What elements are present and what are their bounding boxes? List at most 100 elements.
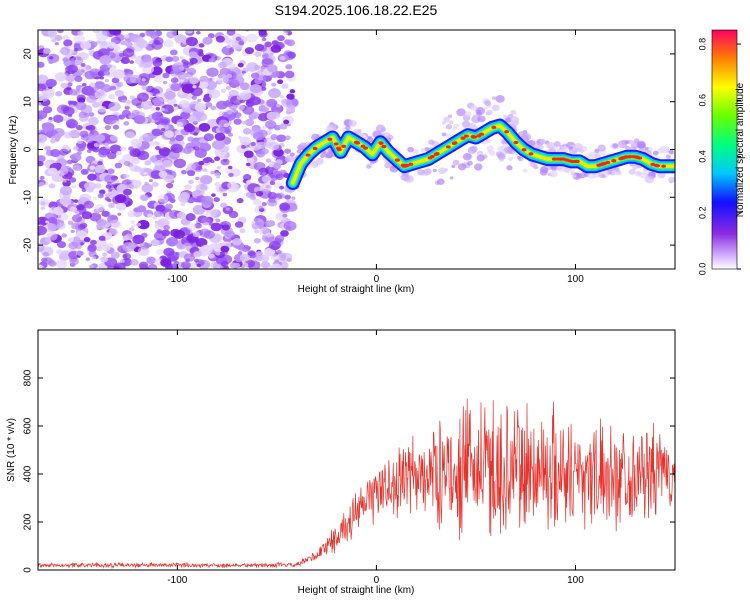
x-tick-label: 0: [374, 575, 380, 586]
noise-speckle: [148, 179, 153, 183]
noise-speckle: [72, 164, 82, 171]
ridge-peak: [513, 140, 519, 145]
noise-speckle: [41, 122, 55, 132]
noise-speckle: [102, 245, 111, 252]
noise-speckle: [267, 64, 278, 73]
noise-speckle: [198, 52, 204, 57]
halo-speckle: [464, 111, 472, 117]
noise-speckle: [38, 160, 44, 167]
halo-speckle: [504, 146, 513, 154]
noise-speckle: [255, 251, 263, 257]
noise-speckle: [289, 152, 295, 157]
noise-speckle: [62, 106, 75, 116]
y-tick-label: 600: [23, 417, 34, 434]
halo-speckle: [491, 96, 496, 100]
y-tick-label: 400: [23, 465, 34, 482]
noise-speckle: [163, 224, 170, 231]
noise-speckle: [38, 183, 41, 187]
halo-speckle: [516, 156, 522, 160]
noise-speckle: [253, 237, 261, 244]
halo-speckle: [424, 147, 429, 151]
ridge-peak: [601, 162, 606, 166]
noise-speckle: [203, 133, 214, 142]
noise-speckle: [150, 106, 158, 112]
noise-speckle: [250, 193, 255, 197]
halo-speckle: [492, 104, 500, 112]
heatmap-y-ticks: -20 -10 0 10 20: [23, 48, 675, 252]
halo-speckle: [296, 149, 302, 154]
noise-speckle: [242, 128, 252, 135]
noise-speckle: [38, 225, 47, 236]
noise-speckle: [100, 256, 108, 263]
noise-speckle: [76, 250, 84, 256]
noise-speckle: [88, 112, 95, 117]
noise-speckle: [131, 109, 140, 117]
noise-speckle: [73, 34, 85, 44]
noise-speckle: [131, 157, 140, 165]
noise-speckle: [149, 156, 158, 163]
noise-speckle: [266, 111, 278, 121]
noise-speckle: [123, 34, 130, 39]
noise-speckle: [267, 220, 276, 227]
noise-speckle: [38, 83, 47, 92]
noise-speckle: [179, 56, 184, 60]
halo-speckle: [476, 111, 482, 117]
x-tick-label: 100: [567, 575, 584, 586]
noise-speckle: [192, 205, 206, 215]
noise-speckle: [194, 148, 207, 158]
noise-speckle: [108, 202, 115, 209]
noise-speckle: [268, 141, 280, 151]
noise-speckle: [173, 158, 187, 169]
noise-speckle: [158, 147, 171, 157]
noise-speckle: [65, 119, 78, 129]
noise-speckle: [104, 174, 117, 184]
noise-speckle: [227, 165, 233, 170]
halo-speckle: [556, 164, 565, 173]
noise-speckle: [42, 106, 53, 114]
noise-speckle: [149, 31, 159, 39]
noise-speckle: [60, 196, 72, 205]
noise-speckle: [153, 230, 167, 241]
noise-speckle: [284, 148, 292, 154]
heatmap-ridge-layer: [285, 94, 675, 200]
noise-speckle: [94, 203, 105, 212]
noise-speckle: [213, 197, 220, 203]
halo-speckle: [553, 140, 561, 147]
noise-speckle: [173, 103, 178, 107]
snr-series-line: [38, 398, 675, 569]
noise-speckle: [151, 111, 164, 121]
noise-speckle: [107, 181, 112, 186]
noise-speckle: [279, 123, 288, 130]
noise-speckle: [111, 77, 120, 84]
noise-speckle: [241, 145, 247, 149]
colorbar: 0.0 0.2 0.4 0.6 0.8 Normalized spectral ampl…: [697, 29, 746, 275]
noise-speckle: [212, 209, 219, 216]
noise-speckle: [151, 128, 162, 137]
noise-speckle: [77, 30, 84, 36]
ridge-peak: [528, 152, 534, 156]
noise-speckle: [56, 249, 63, 255]
ridge-peak: [400, 163, 406, 167]
halo-speckle: [570, 169, 575, 174]
noise-speckle: [198, 228, 211, 238]
ridge-peak: [333, 142, 339, 146]
noise-speckle: [74, 75, 83, 82]
snr-x-ticks: -100 0 100: [167, 330, 584, 586]
halo-speckle: [504, 117, 512, 123]
halo-speckle: [473, 163, 483, 171]
noise-speckle: [257, 44, 267, 52]
noise-speckle: [241, 70, 246, 74]
noise-speckle: [188, 179, 194, 185]
noise-speckle: [221, 222, 226, 226]
noise-speckle: [214, 182, 221, 187]
noise-speckle: [250, 72, 260, 79]
noise-speckle: [238, 40, 245, 46]
noise-speckle: [279, 202, 291, 211]
colorbar-gradient: [711, 29, 738, 270]
noise-speckle: [149, 96, 155, 101]
noise-speckle: [137, 219, 150, 230]
ridge-peak: [427, 156, 433, 160]
noise-speckle: [264, 252, 271, 258]
noise-speckle: [183, 253, 196, 262]
